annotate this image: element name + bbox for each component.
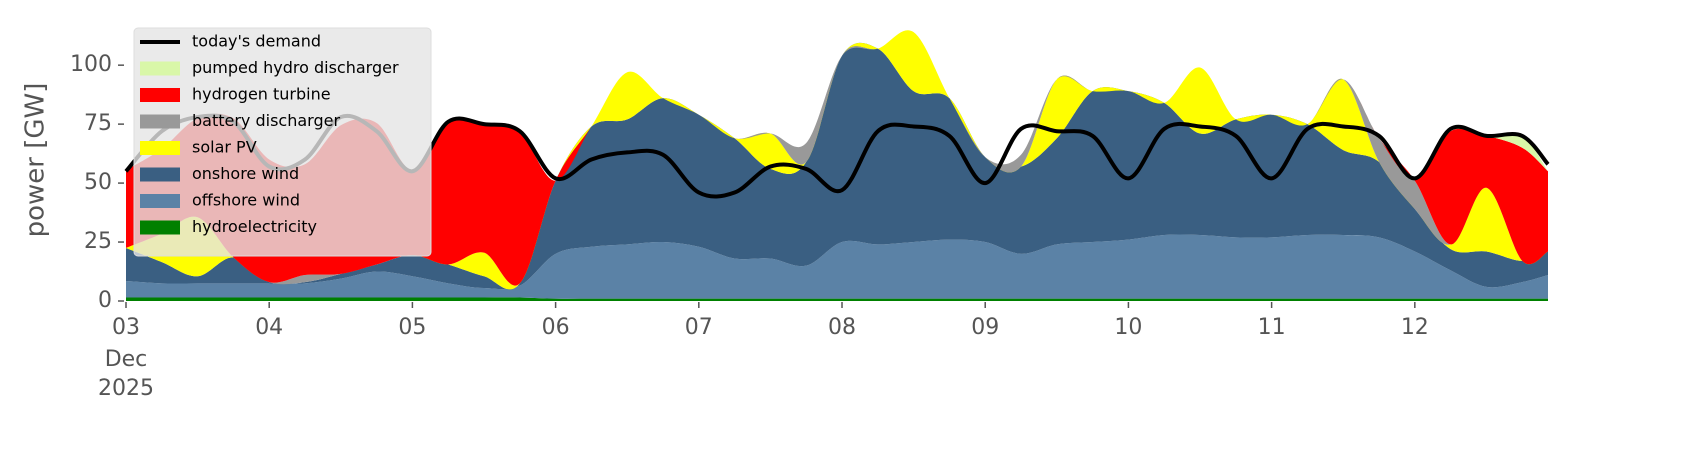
legend-swatch xyxy=(140,194,180,208)
y-tick-label: 0 xyxy=(98,288,112,313)
y-tick-label: 50 xyxy=(84,170,112,195)
legend-box xyxy=(133,27,432,257)
x-tick-label: 06 xyxy=(542,315,570,340)
y-tick-label: 25 xyxy=(84,229,112,254)
x-tick-label: 10 xyxy=(1114,315,1142,340)
area xyxy=(126,234,1548,299)
x-tick-label: 12 xyxy=(1401,315,1429,340)
x-tick-label: 11 xyxy=(1258,315,1286,340)
legend-label: pumped hydro discharger xyxy=(192,58,399,77)
legend-label: onshore wind xyxy=(192,164,299,183)
area xyxy=(126,297,1548,301)
x-tick-label: 03 xyxy=(112,315,140,340)
legend: today's demand pumped hydro discharger hyd… xyxy=(133,27,432,257)
legend-label: solar PV xyxy=(192,138,257,157)
legend-swatch xyxy=(140,88,180,102)
y-tick-label: 75 xyxy=(84,111,112,136)
legend-swatch xyxy=(140,167,180,182)
legend-swatch xyxy=(140,141,180,155)
area xyxy=(126,42,1548,290)
x-year-label: 2025 xyxy=(98,376,154,401)
x-month-label: Dec xyxy=(105,347,148,372)
legend-label: battery discharger xyxy=(192,111,340,130)
y-tick-label: 100 xyxy=(70,52,112,77)
legend-swatch xyxy=(140,220,180,235)
legend-label: today's demand xyxy=(192,32,321,51)
legend-label: offshore wind xyxy=(192,191,300,210)
area xyxy=(126,30,1548,286)
legend-label: hydrogen turbine xyxy=(192,85,331,104)
x-tick-label: 09 xyxy=(971,315,999,340)
area xyxy=(126,30,1548,290)
x-tick-label: 08 xyxy=(828,315,856,340)
legend-swatch xyxy=(140,114,180,129)
legend-swatch xyxy=(140,61,180,76)
x-tick-label: 05 xyxy=(398,315,426,340)
x-tick-label: 07 xyxy=(685,315,713,340)
x-tick-label: 04 xyxy=(255,315,283,340)
legend-label: hydroelectricity xyxy=(192,217,317,236)
y-axis-label: power [GW] xyxy=(21,83,51,238)
